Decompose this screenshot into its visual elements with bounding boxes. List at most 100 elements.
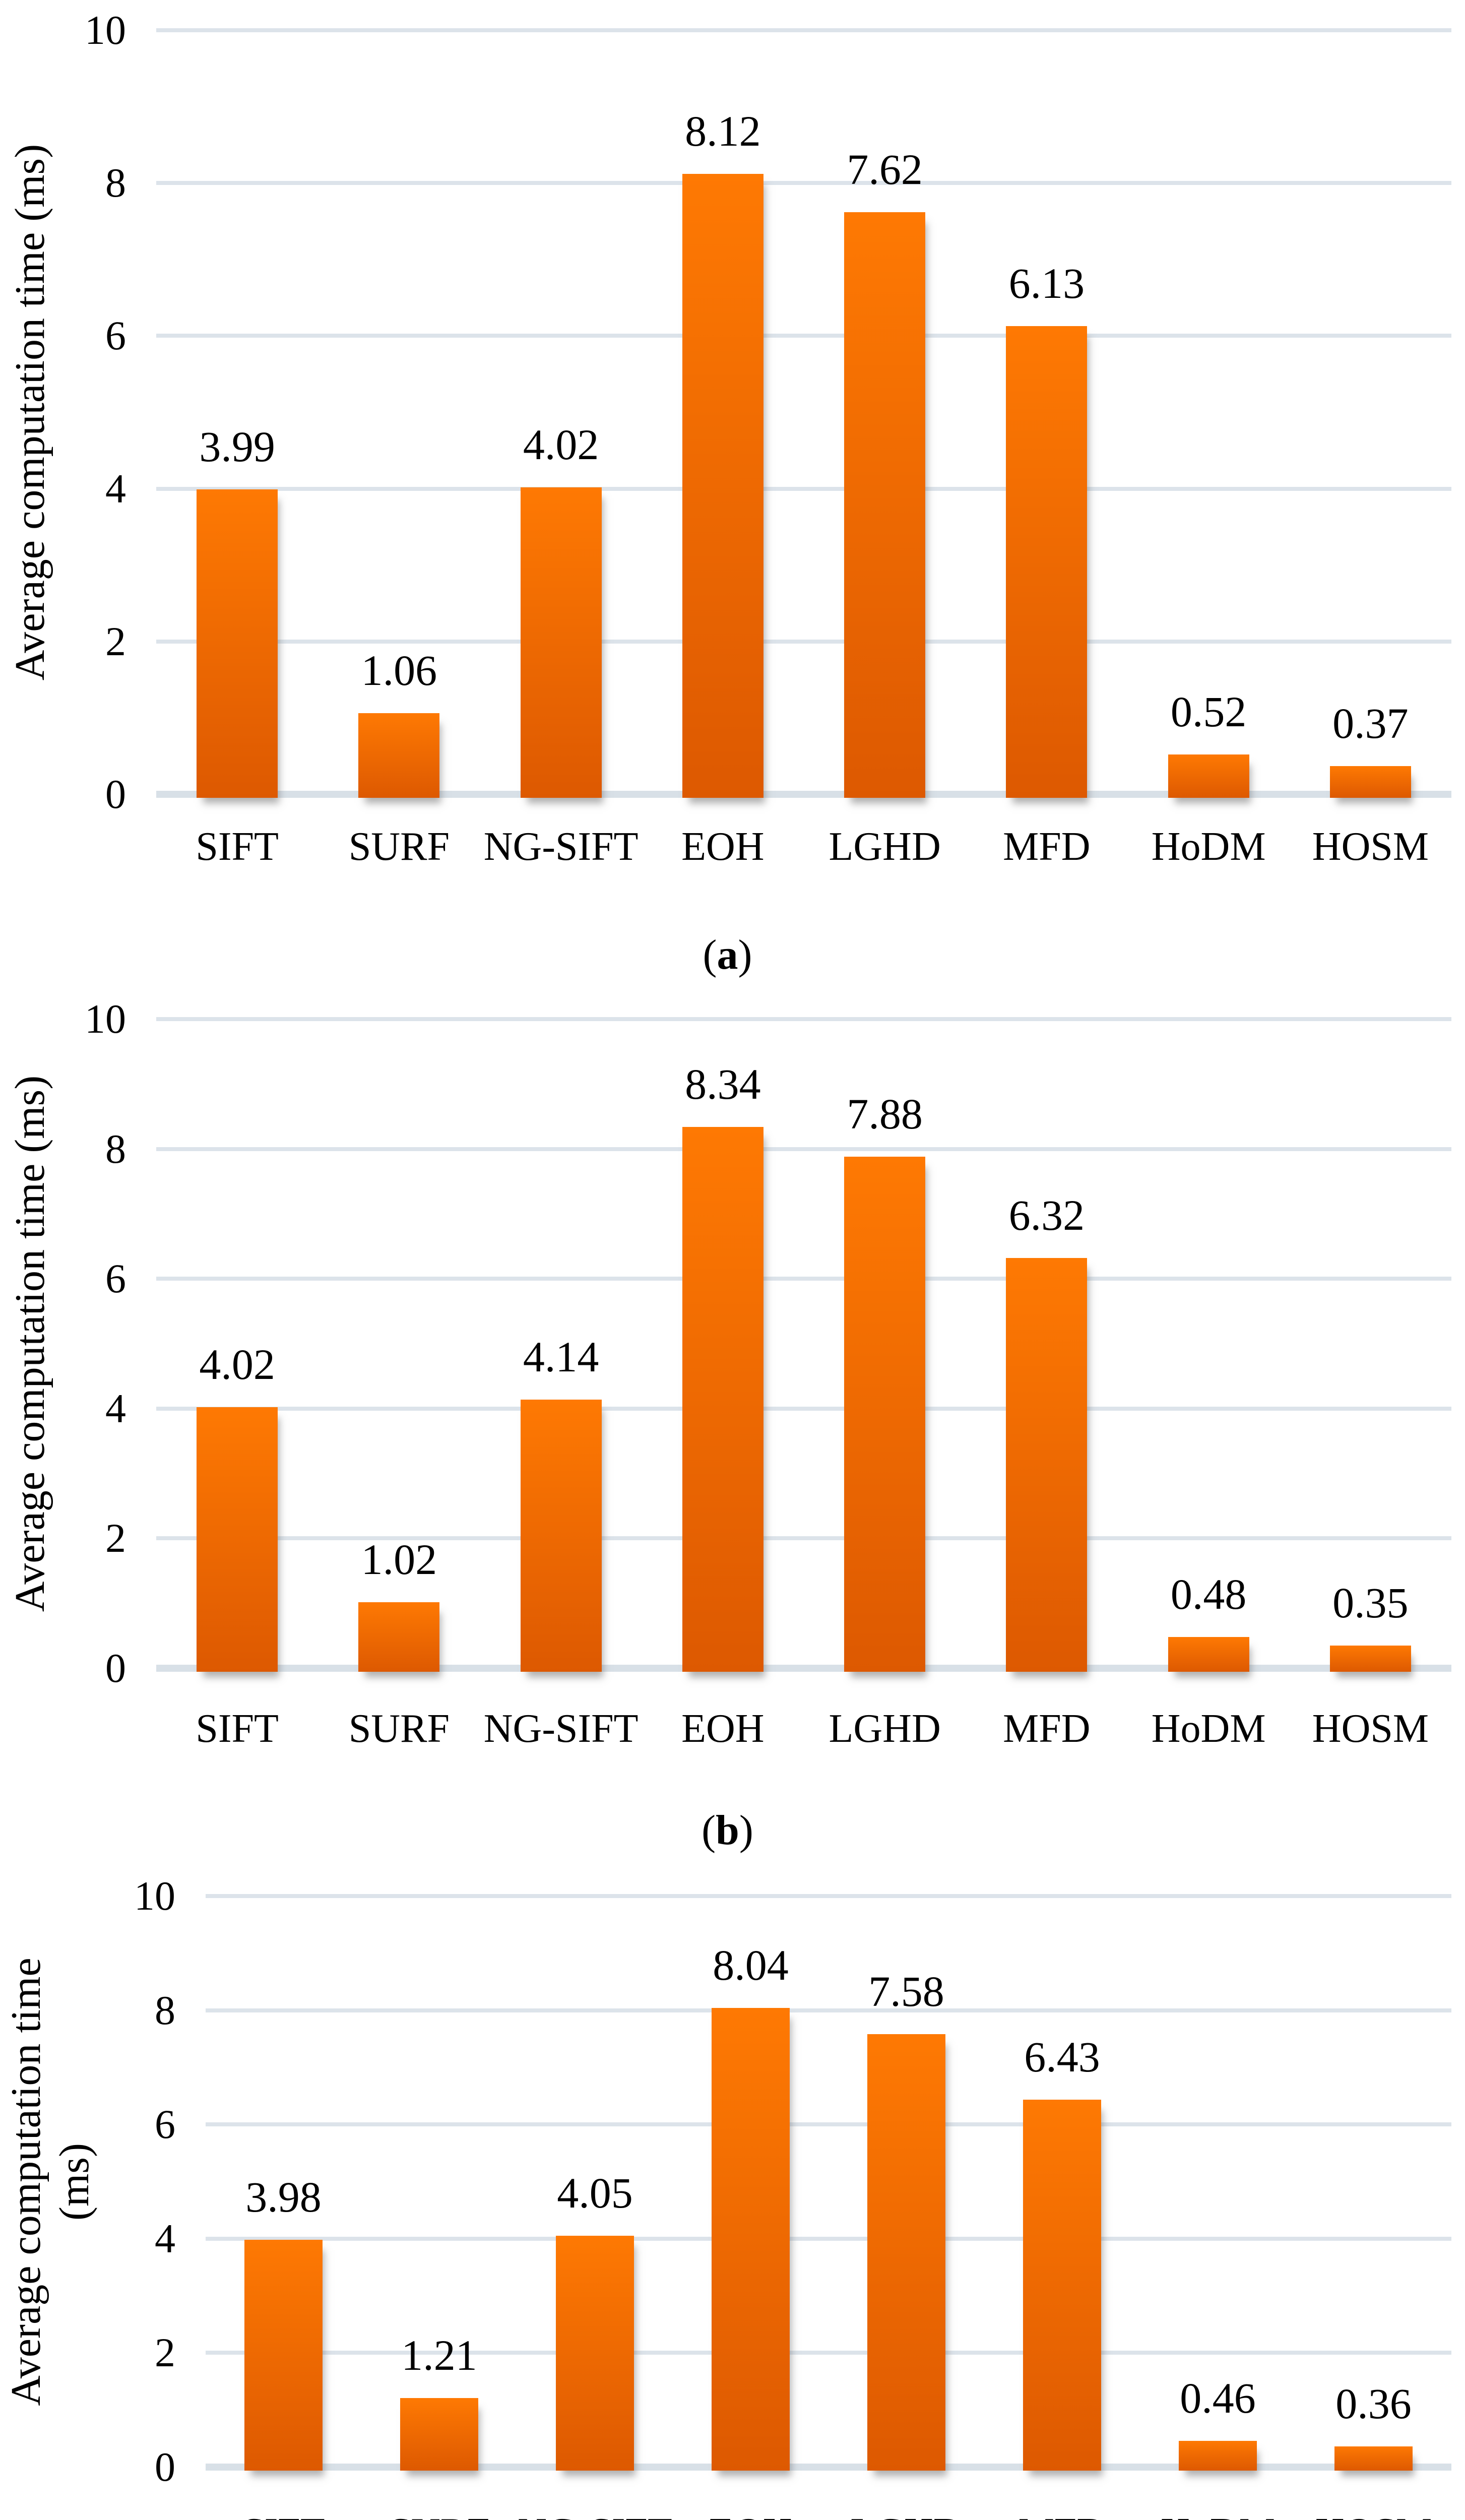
x-axis-label-SURF: SURF — [348, 825, 450, 869]
bar-HOSM — [1330, 1646, 1411, 1672]
x-axis-label-HOSM: HOSM — [1312, 825, 1429, 869]
gridline — [156, 1536, 1451, 1541]
bar-NG-SIFT — [521, 487, 602, 798]
x-axis-label-MFD: MFD — [1018, 2512, 1106, 2520]
y-tick-label: 0 — [105, 1645, 126, 1691]
bar-value-label: 3.98 — [245, 2173, 322, 2221]
y-tick-label: 4 — [105, 1385, 126, 1431]
bar-NG-SIFT — [556, 2236, 634, 2471]
y-tick-label: 8 — [105, 160, 126, 206]
bar-value-label: 0.48 — [1170, 1570, 1247, 1618]
gridline — [206, 2236, 1451, 2241]
x-axis-label-HoDM: HoDM — [1151, 1707, 1266, 1751]
gridline — [156, 28, 1451, 32]
gridline — [206, 2122, 1451, 2127]
gridline — [206, 1894, 1451, 1898]
x-axis-label-SURF: SURF — [389, 2512, 489, 2520]
gridline — [156, 181, 1451, 185]
y-tick-label: 0 — [105, 771, 126, 817]
x-axis-label-LGHD: LGHD — [829, 1707, 941, 1751]
bar-SIFT — [197, 1407, 278, 1672]
x-axis-label-NG-SIFT: NG-SIFT — [483, 1707, 639, 1751]
bar-SURF — [400, 2398, 478, 2471]
bar-SIFT — [244, 2240, 323, 2471]
bar-SURF — [358, 713, 439, 798]
bar-value-label: 3.99 — [199, 422, 275, 471]
gridline — [156, 639, 1451, 644]
y-tick-label: 10 — [134, 1873, 175, 1919]
bar-value-label: 8.04 — [713, 1941, 789, 1989]
y-tick-label: 0 — [155, 2444, 175, 2490]
x-axis-label-HOSM: HOSM — [1315, 2512, 1432, 2520]
y-tick-label: 6 — [155, 2101, 175, 2148]
bar-HoDM — [1168, 754, 1249, 798]
bar-value-label: 6.43 — [1024, 2033, 1100, 2081]
bar-value-label: 8.34 — [685, 1060, 761, 1108]
bar-HOSM — [1334, 2446, 1413, 2471]
y-axis-title-text: Average computation time (ms) — [7, 144, 53, 681]
x-axis-label-MFD: MFD — [1003, 825, 1091, 869]
bar-value-label: 0.52 — [1170, 687, 1247, 736]
x-axis-label-EOH: EOH — [681, 825, 765, 869]
gridline — [206, 2351, 1451, 2355]
bar-value-label: 1.02 — [361, 1535, 437, 1584]
gridline — [156, 1406, 1451, 1411]
bar-value-label: 4.05 — [557, 2169, 633, 2217]
x-axis-label-SIFT: SIFT — [242, 2512, 325, 2520]
bar-value-label: 6.13 — [1008, 259, 1085, 307]
bar-value-label: 6.32 — [1008, 1191, 1085, 1239]
bar-LGHD — [867, 2034, 945, 2471]
subfigure-caption: (b) — [702, 1807, 753, 1854]
x-axis-label-LGHD: LGHD — [850, 2512, 962, 2520]
x-axis-line — [156, 1665, 1451, 1672]
bar-value-label: 0.35 — [1332, 1579, 1409, 1627]
x-axis-label-NG-SIFT: NG-SIFT — [483, 825, 639, 869]
bar-value-label: 4.02 — [523, 420, 599, 469]
bar-value-label: 4.02 — [199, 1340, 275, 1389]
bar-value-label: 7.88 — [847, 1090, 923, 1138]
y-tick-label: 2 — [155, 2329, 175, 2376]
bar-value-label: 1.21 — [401, 2331, 477, 2379]
y-tick-label: 8 — [155, 1987, 175, 2033]
bar-MFD — [1023, 2100, 1101, 2471]
gridline — [156, 334, 1451, 338]
x-axis-label-SIFT: SIFT — [196, 1707, 279, 1751]
x-axis-label-SURF: SURF — [348, 1707, 450, 1751]
y-tick-label: 8 — [105, 1125, 126, 1172]
gridline — [156, 1147, 1451, 1151]
bar-MFD — [1006, 326, 1087, 798]
x-axis-label-HoDM: HoDM — [1161, 2512, 1275, 2520]
gridline — [156, 486, 1451, 491]
x-axis-label-HOSM: HOSM — [1312, 1707, 1429, 1751]
bar-value-label: 0.37 — [1332, 699, 1409, 747]
bar-value-label: 0.46 — [1180, 2374, 1256, 2422]
bar-MFD — [1006, 1258, 1087, 1672]
x-axis-line — [156, 791, 1451, 798]
y-tick-label: 10 — [85, 7, 126, 53]
y-tick-label: 2 — [105, 618, 126, 664]
gridline — [156, 1277, 1451, 1281]
bar-value-label: 7.58 — [868, 1967, 944, 2015]
plot-area: 4.02 1.02 4.14 8.34 7.88 6.32 0.48 0.35 — [156, 1017, 1451, 1672]
y-tick-label: 6 — [105, 312, 126, 359]
bar-SURF — [358, 1602, 439, 1672]
y-axis-title-text: Average computation time (ms) — [7, 1075, 53, 1612]
x-axis-label-MFD: MFD — [1003, 1707, 1091, 1751]
subfigure-b: 4.02 1.02 4.14 8.34 7.88 6.32 0.48 0.35 0 2 4 6 8 10 S… — [0, 988, 1465, 1852]
x-axis-label-LGHD: LGHD — [829, 825, 941, 869]
y-tick-label: 2 — [105, 1515, 126, 1561]
bar-value-label: 0.36 — [1335, 2379, 1412, 2428]
y-tick-label: 4 — [105, 465, 126, 512]
bar-value-label: 1.06 — [361, 646, 437, 695]
subfigure-c: 3.98 1.21 4.05 8.04 7.58 6.43 0.46 0.36 0 2 4 6 8 10 S… — [0, 1835, 1465, 2520]
x-axis-label-EOH: EOH — [681, 1707, 765, 1751]
bar-HoDM — [1168, 1637, 1249, 1672]
subfigure-caption: (a) — [703, 931, 752, 978]
x-axis-label-SIFT: SIFT — [196, 825, 279, 869]
bar-EOH — [682, 1127, 763, 1672]
y-tick-label: 10 — [85, 996, 126, 1042]
bar-value-label: 8.12 — [685, 107, 761, 155]
bar-HOSM — [1330, 766, 1411, 798]
y-tick-label: 6 — [105, 1255, 126, 1302]
y-tick-label: 4 — [155, 2215, 175, 2261]
